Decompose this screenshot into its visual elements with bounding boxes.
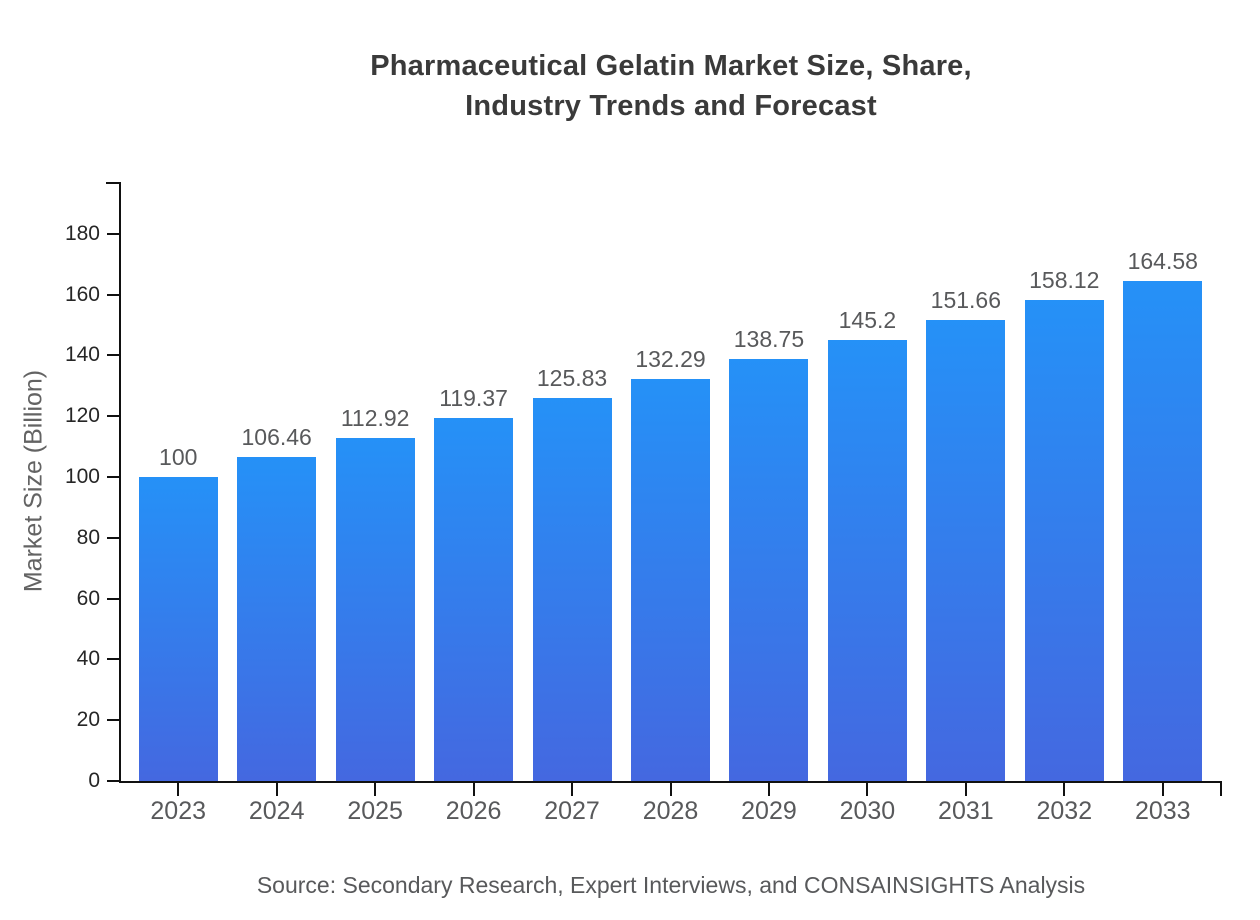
x-tick-mark [177, 783, 180, 796]
y-tick-label: 160 [64, 282, 100, 306]
y-tick-label: 140 [64, 343, 100, 367]
x-tick-mark [374, 783, 377, 796]
bar-2024 [237, 457, 317, 781]
x-tick-label: 2032 [1036, 797, 1093, 825]
bar-2032 [1024, 300, 1104, 781]
bar-value-label: 138.75 [733, 326, 805, 353]
bar-2030 [827, 339, 907, 781]
x-tick-label: 2033 [1134, 797, 1191, 825]
bar-slot-2023: 100 [129, 182, 227, 781]
x-tick-mark [472, 783, 475, 796]
y-tick-mark [107, 415, 119, 418]
y-tick-label: 20 [76, 708, 100, 732]
x-tick-label: 2027 [544, 797, 600, 825]
bar-slot-2030: 145.2 [818, 182, 916, 781]
y-tick-mark [107, 536, 119, 539]
bar-slot-2026: 119.37 [424, 182, 522, 781]
chart-title: Pharmaceutical Gelatin Market Size, Shar… [120, 46, 1222, 126]
x-tick-mark [1161, 783, 1164, 796]
x-tick-label: 2024 [248, 797, 305, 825]
bar-value-label: 132.29 [635, 345, 706, 372]
bar-value-label: 164.58 [1127, 247, 1198, 274]
x-tick-label: 2031 [938, 797, 994, 825]
x-tick-label: 2030 [839, 797, 896, 825]
bar-slot-2028: 132.29 [621, 182, 719, 781]
x-axis-line [119, 781, 1222, 783]
y-tick-mark [107, 719, 119, 722]
y-tick-label: 180 [64, 221, 100, 245]
bar-value-label: 145.2 [838, 306, 897, 333]
x-tick-label: 2025 [347, 797, 403, 825]
bar-value-label: 151.66 [930, 286, 1002, 313]
bar-slot-2027: 125.83 [523, 182, 621, 781]
bar-2027 [532, 398, 612, 781]
bar-2028 [630, 378, 710, 781]
y-tick-mark [107, 658, 119, 661]
y-tick-label: 0 [88, 769, 100, 792]
x-tick-mark [1063, 783, 1066, 796]
x-tick-label: 2029 [741, 797, 797, 825]
y-tick-label: 120 [64, 404, 100, 428]
x-tick-label: 2023 [150, 797, 207, 825]
y-tick-mark [107, 475, 119, 478]
bar-value-label: 100 [159, 443, 198, 470]
y-tick-label: 80 [76, 525, 100, 549]
chart-title-line-2: Industry Trends and Forecast [465, 90, 877, 122]
bar-slot-2031: 151.66 [917, 182, 1015, 781]
bar-value-label: 119.37 [439, 385, 508, 412]
y-tick-mark [107, 354, 119, 357]
plot-area: 100 106.46 112.92 119.37 125.83 132.29 138.75 1… [121, 182, 1220, 781]
y-tick-mark [107, 597, 119, 600]
y-axis-line [119, 182, 121, 783]
bar-slot-2025: 112.92 [326, 182, 424, 781]
y-tick-mark [107, 293, 119, 296]
bar-value-label: 106.46 [241, 424, 312, 451]
bar-value-label: 112.92 [340, 404, 410, 431]
x-tick-label: 2026 [445, 797, 502, 825]
bar-2029 [729, 359, 809, 781]
bar-2033 [1123, 280, 1203, 781]
y-tick-mark [107, 232, 119, 235]
x-tick-mark [571, 783, 574, 796]
x-tick-mark [866, 783, 869, 796]
x-tick-mark [767, 783, 770, 796]
y-tick-label: 100 [64, 464, 100, 488]
chart-title-line-1: Pharmaceutical Gelatin Market Size, Shar… [370, 50, 972, 82]
bar-2026 [434, 418, 514, 781]
y-tick-label: 40 [76, 647, 100, 671]
y-tick-label: 60 [76, 586, 100, 610]
bar-slot-2032: 158.12 [1015, 182, 1113, 781]
bar-value-label: 125.83 [536, 365, 608, 392]
bar-slot-2029: 138.75 [720, 182, 818, 781]
x-axis-right-cap [1220, 781, 1222, 796]
source-note: Source: Secondary Research, Expert Inter… [256, 872, 1086, 898]
bar-slot-2033: 164.58 [1114, 182, 1212, 781]
bar-2025 [335, 437, 415, 781]
y-tick-mark [107, 780, 119, 782]
bar-slot-2024: 106.46 [227, 182, 325, 781]
bar-2031 [926, 319, 1006, 781]
x-tick-mark [275, 783, 278, 796]
bar-value-label: 158.12 [1029, 267, 1100, 294]
x-tick-label: 2028 [642, 797, 699, 825]
y-axis-top-cap [106, 182, 119, 184]
x-tick-mark [964, 783, 967, 796]
bar-2023 [138, 476, 218, 781]
x-tick-mark [669, 783, 672, 796]
